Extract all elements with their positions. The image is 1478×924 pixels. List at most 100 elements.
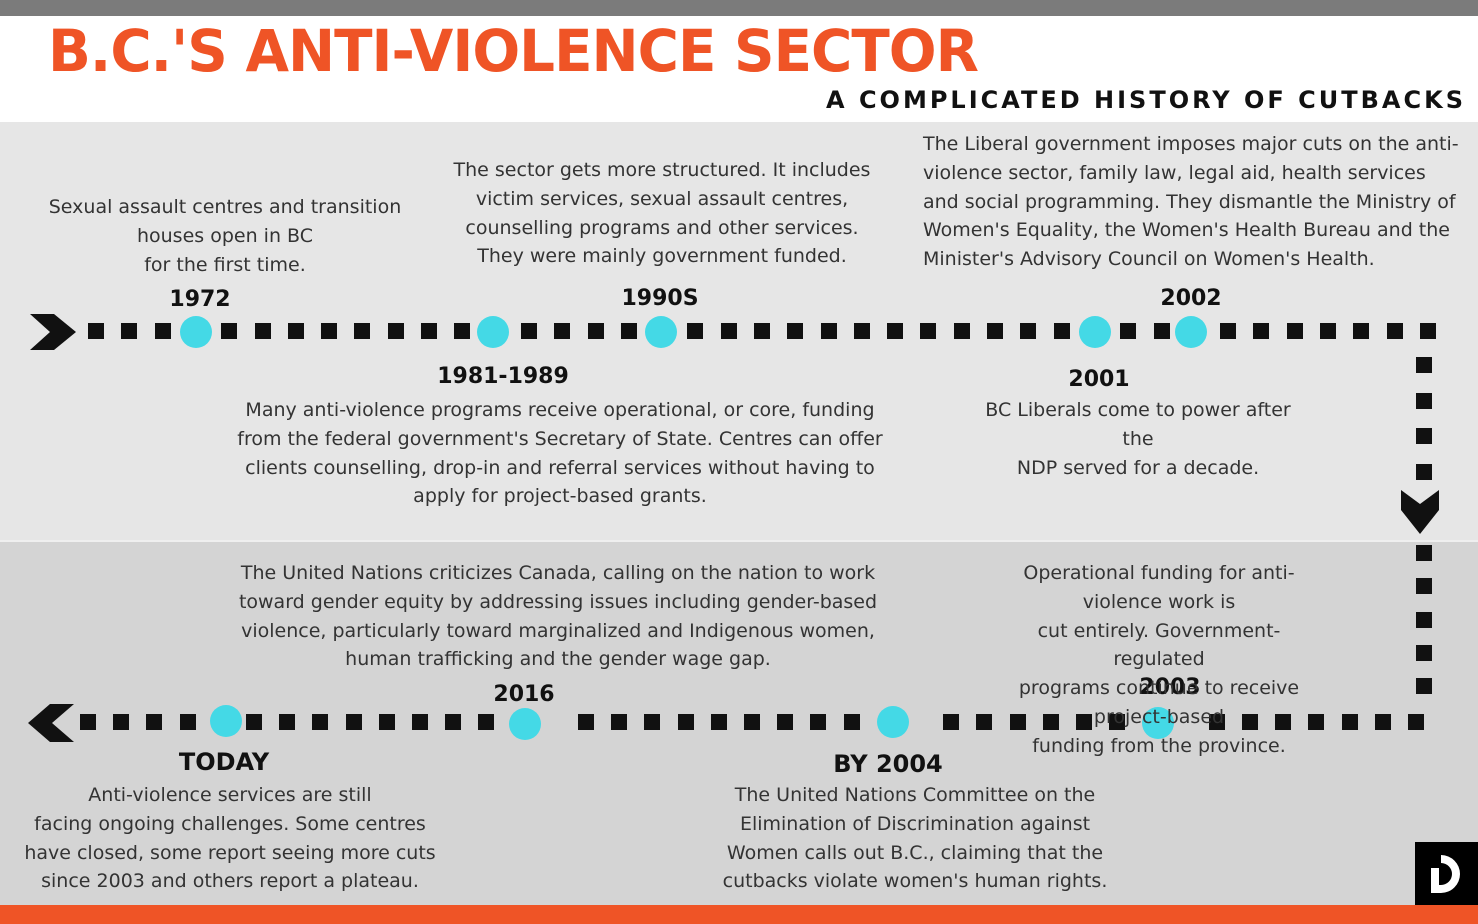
- marker-1981-1989[interactable]: [477, 316, 509, 348]
- marker-1990s[interactable]: [645, 316, 677, 348]
- timeline-dash: [777, 714, 793, 730]
- timeline-dash: [1010, 714, 1026, 730]
- timeline-dash: [1416, 393, 1432, 409]
- year-label-2003: 2003: [1139, 675, 1201, 700]
- event-text-2001: BC Liberals come to power after the NDP …: [985, 399, 1291, 479]
- event-text-2003: Operational funding for anti-violence wo…: [1018, 562, 1300, 757]
- timeline-dash: [644, 714, 660, 730]
- timeline-dash: [1416, 612, 1432, 628]
- timeline-dash: [1416, 464, 1432, 480]
- chevron-left-icon: [28, 704, 74, 742]
- timeline-dash: [1275, 714, 1291, 730]
- timeline-dash: [621, 323, 637, 339]
- event-text-today: Anti-violence services are still facing …: [24, 784, 436, 893]
- timeline-dash: [346, 714, 362, 730]
- marker-2003[interactable]: [1142, 707, 1174, 739]
- timeline-dash: [588, 323, 604, 339]
- timeline-dash: [1320, 323, 1336, 339]
- timeline-dash: [821, 323, 837, 339]
- timeline-dash: [1375, 714, 1391, 730]
- timeline-dash: [1416, 545, 1432, 561]
- timeline-dash: [80, 714, 96, 730]
- year-label-2016: 2016: [493, 682, 555, 707]
- timeline-dash: [288, 323, 304, 339]
- logo-d-icon: [1431, 855, 1460, 893]
- chevron-right-icon: [30, 314, 76, 350]
- timeline-dash: [1020, 323, 1036, 339]
- timeline-dash: [887, 323, 903, 339]
- marker-1972[interactable]: [180, 316, 212, 348]
- timeline-dash: [421, 323, 437, 339]
- timeline-dash: [810, 714, 826, 730]
- timeline-dash: [711, 714, 727, 730]
- timeline-dash: [678, 714, 694, 730]
- header: [0, 16, 1478, 122]
- timeline-dash: [721, 323, 737, 339]
- timeline-dash: [954, 323, 970, 339]
- timeline-dash: [478, 714, 494, 730]
- page-subtitle: A COMPLICATED HISTORY OF CUTBACKS: [826, 86, 1466, 114]
- timeline-dash: [1209, 714, 1225, 730]
- event-text-1972: Sexual assault centres and transition ho…: [48, 196, 402, 276]
- timeline-dash: [1253, 323, 1269, 339]
- timeline-dash: [754, 323, 770, 339]
- timeline-dash: [521, 323, 537, 339]
- timeline-dash: [445, 714, 461, 730]
- page-title: B.C.'S ANTI-VIOLENCE SECTOR: [48, 17, 979, 85]
- year-label-by-2004: BY 2004: [833, 750, 943, 778]
- year-label-1981-1989: 1981-1989: [437, 364, 569, 389]
- timeline-dash: [1220, 323, 1236, 339]
- timeline-dash: [1076, 714, 1092, 730]
- timeline-dash: [221, 323, 237, 339]
- timeline-dash: [1043, 714, 1059, 730]
- event-text-2002: The Liberal government imposes major cut…: [923, 133, 1459, 271]
- footer-bar: [0, 905, 1478, 924]
- event-text-2016: The United Nations criticizes Canada, ca…: [238, 562, 878, 671]
- timeline-dash: [1416, 578, 1432, 594]
- marker-2001[interactable]: [1079, 316, 1111, 348]
- timeline-dash: [321, 323, 337, 339]
- timeline-dash: [279, 714, 295, 730]
- timeline-dash: [1420, 323, 1436, 339]
- publisher-logo: [1415, 842, 1478, 905]
- timeline-dash: [687, 323, 703, 339]
- marker-2002[interactable]: [1175, 316, 1207, 348]
- timeline-dash: [976, 714, 992, 730]
- timeline-dash: [113, 714, 129, 730]
- event-text-1990s: The sector gets more structured. It incl…: [453, 159, 871, 268]
- timeline-dash: [354, 323, 370, 339]
- timeline-dash: [744, 714, 760, 730]
- timeline-dash: [379, 714, 395, 730]
- timeline-dash: [987, 323, 1003, 339]
- marker-today[interactable]: [210, 705, 242, 737]
- event-text-by-2004: The United Nations Committee on the Elim…: [722, 784, 1108, 893]
- band-divider: [0, 540, 1478, 542]
- timeline-dash: [255, 323, 271, 339]
- marker-2016[interactable]: [509, 708, 541, 740]
- timeline-dash: [1416, 357, 1432, 373]
- timeline-dash: [943, 714, 959, 730]
- timeline-dash: [1342, 714, 1358, 730]
- timeline-dash: [1287, 323, 1303, 339]
- year-label-2002: 2002: [1160, 286, 1222, 311]
- timeline-dash: [312, 714, 328, 730]
- year-label-2001: 2001: [1068, 367, 1130, 392]
- timeline-dash: [1416, 428, 1432, 444]
- marker-by-2004[interactable]: [877, 706, 909, 738]
- timeline-dash: [1387, 323, 1403, 339]
- timeline-dash: [1154, 323, 1170, 339]
- timeline-dash: [412, 714, 428, 730]
- year-label-today: TODAY: [178, 748, 270, 776]
- timeline-dash: [121, 323, 137, 339]
- timeline-dash: [146, 714, 162, 730]
- timeline-dash: [1353, 323, 1369, 339]
- timeline-dash: [920, 323, 936, 339]
- timeline-dash: [1416, 678, 1432, 694]
- timeline-dash: [180, 714, 196, 730]
- timeline-dash: [1120, 323, 1136, 339]
- timeline-dash: [854, 323, 870, 339]
- year-label-1990s: 1990S: [621, 286, 699, 311]
- timeline-dash: [1308, 714, 1324, 730]
- timeline-dash: [1242, 714, 1258, 730]
- timeline-dash: [844, 714, 860, 730]
